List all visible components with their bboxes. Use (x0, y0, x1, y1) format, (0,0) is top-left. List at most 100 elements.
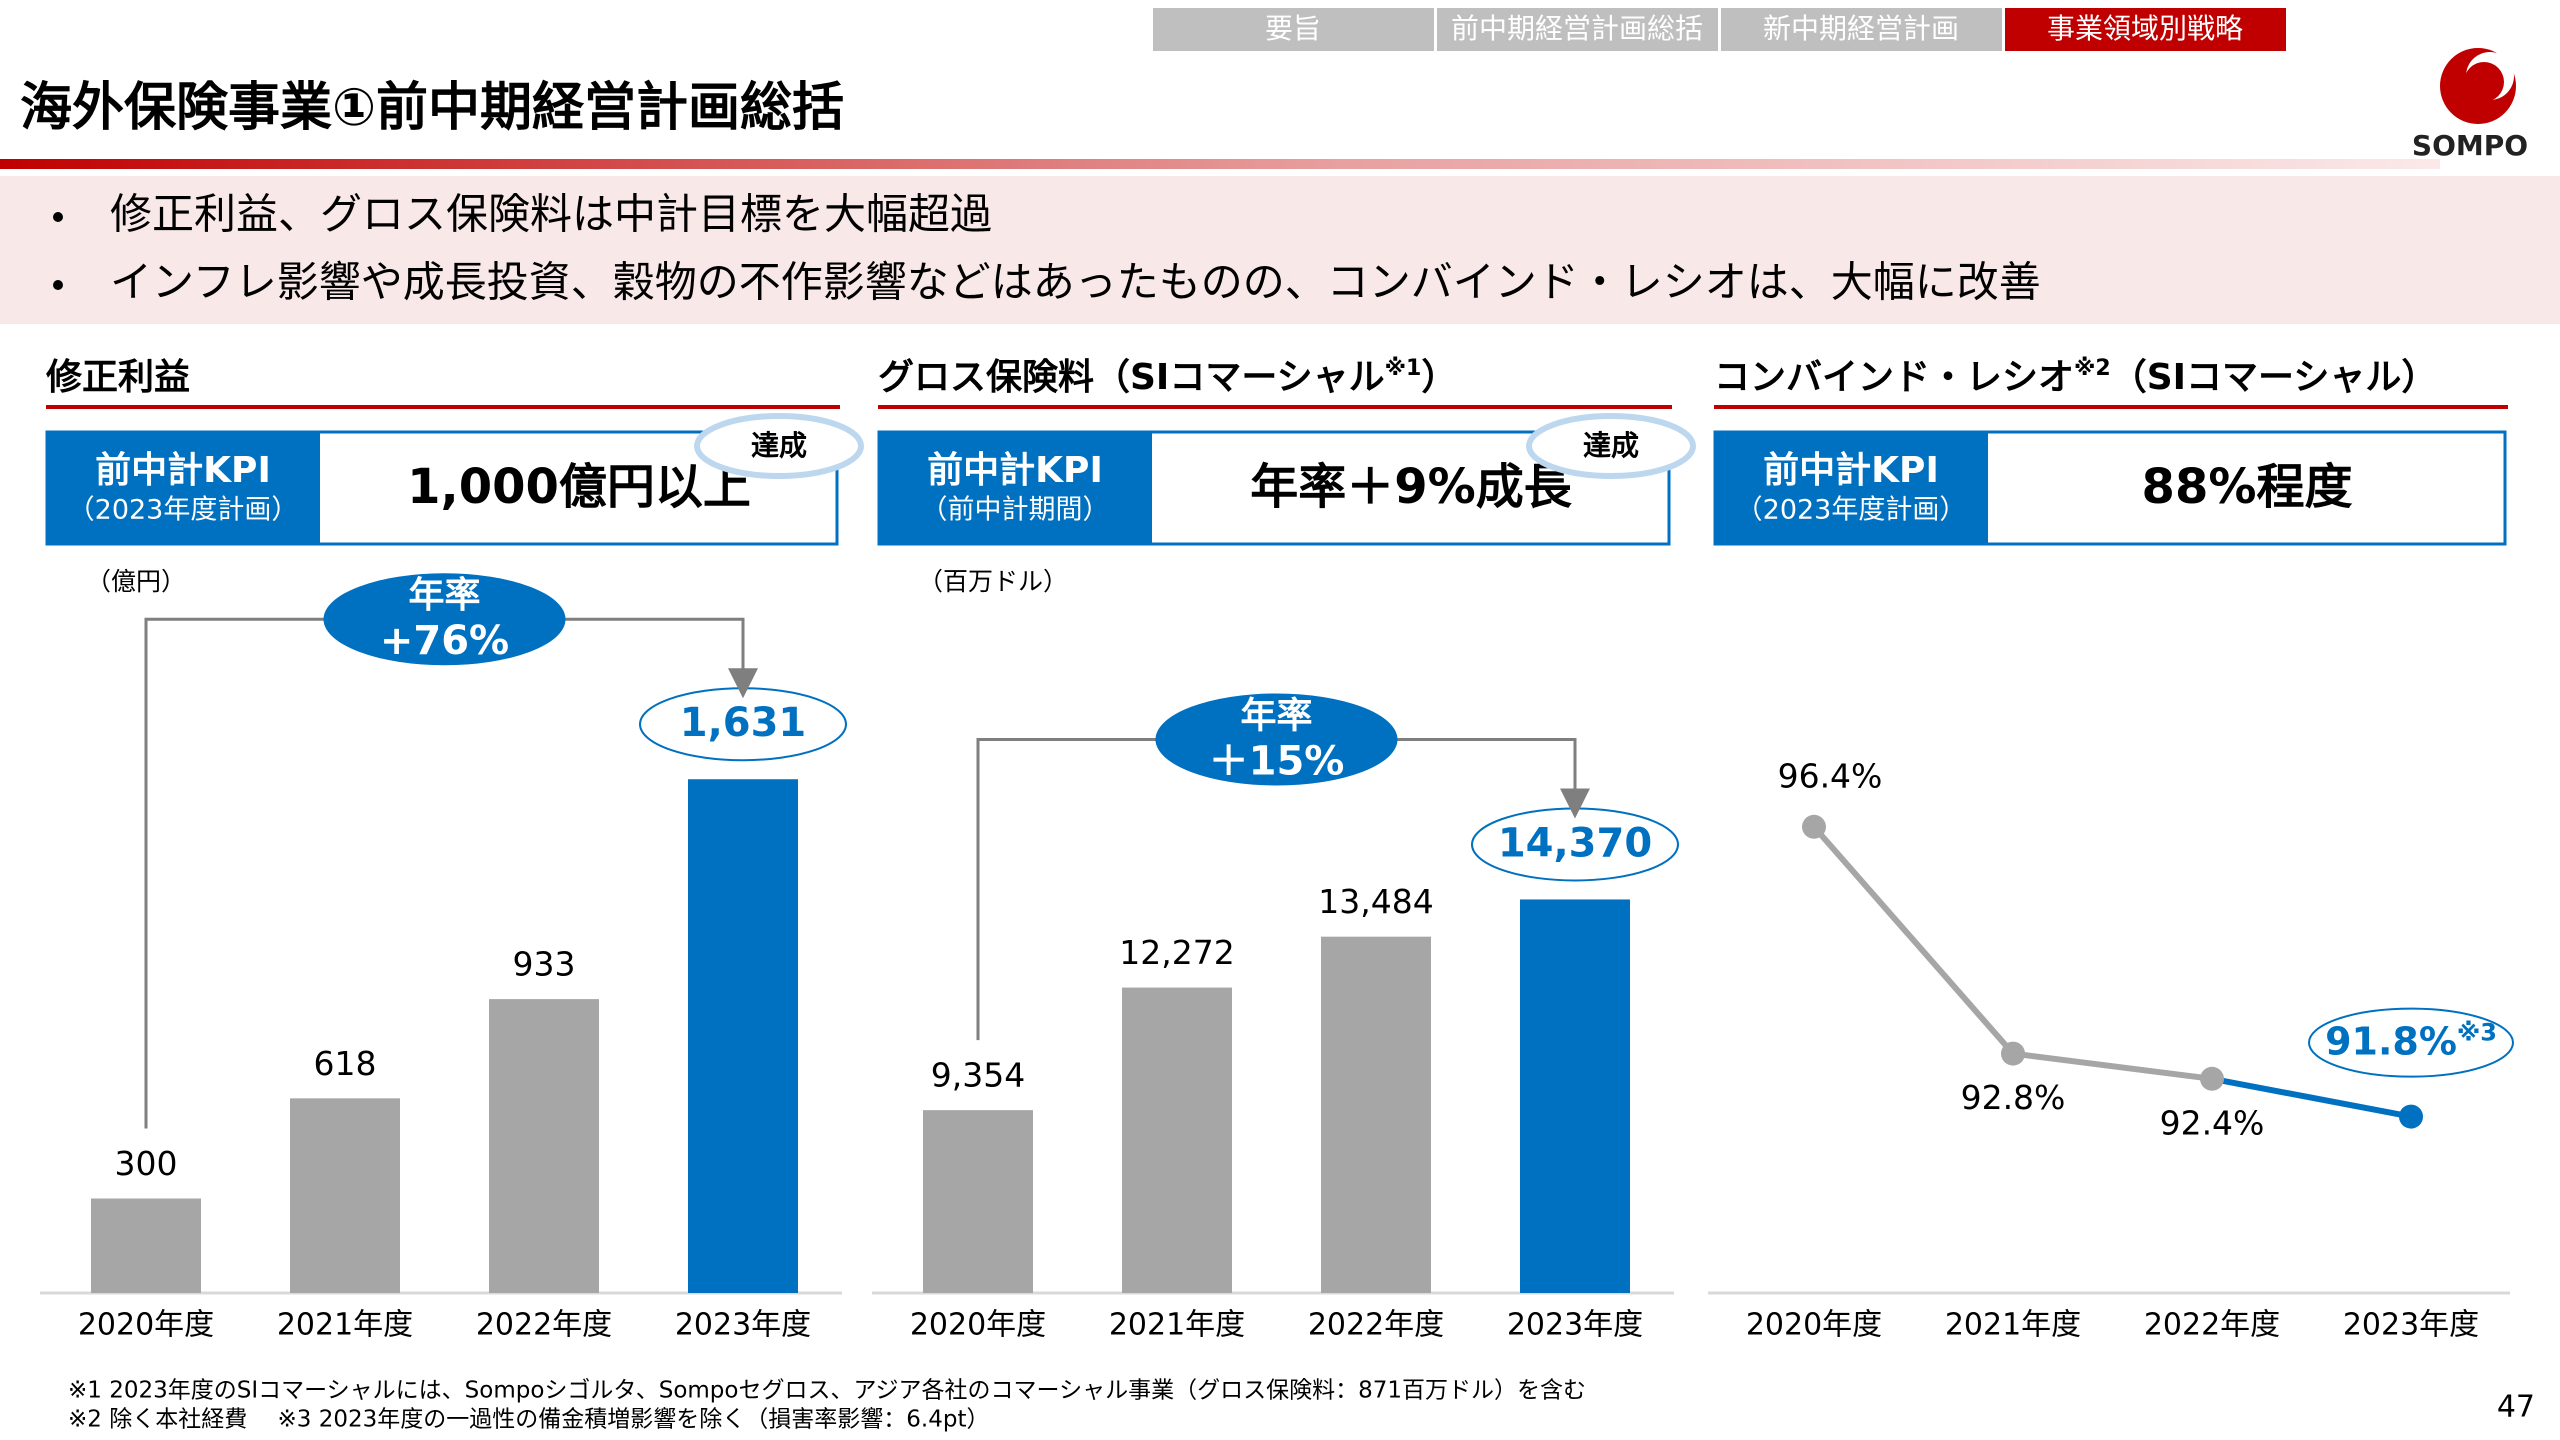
nav-tab (1437, 8, 1718, 51)
value-label: 96.4% (1778, 756, 1883, 795)
chart-panel: コンバインド・レシオ※2（SIコマーシャル） 前中計KPI （2023年度計画） 88… (1708, 356, 2514, 1343)
x-tick-label: 2023年度 (1507, 1308, 1643, 1343)
x-tick-label: 2020年度 (1746, 1308, 1882, 1343)
section-title-suffix: ） (1421, 357, 1457, 398)
footnote: ※1 2023年度のSIコマーシャルには、Sompoシゴルタ、Sompoセグロス… (68, 1378, 1586, 1404)
value-label: 92.4% (2160, 1103, 2265, 1142)
point (2200, 1066, 2224, 1091)
bar (489, 999, 599, 1293)
page-number: 47 (2497, 1390, 2535, 1425)
logo-text: SOMPO (2412, 129, 2528, 162)
value-label: 91.8%※3 (2325, 1019, 2497, 1064)
chart-panel: グロス保険料（SIコマーシャル※1） 前中計KPI （前中計期間） 年率＋9%成長達成… (872, 356, 1696, 1343)
nav-tab (1721, 8, 2002, 51)
bullet-text: 修正利益、グロス保険料は中計目標を大幅超過 (110, 190, 992, 239)
badge (694, 413, 864, 479)
badge-text: 達成 (751, 429, 807, 462)
point (2001, 1041, 2025, 1066)
section-title: コンバインド・レシオ※2（SIコマーシャル） (1714, 356, 2437, 398)
bar (1122, 987, 1232, 1293)
value-badge (2308, 1007, 2514, 1078)
section-title-text: グロス保険料（SIコマーシャル (878, 357, 1385, 398)
kpi-value: 年率＋9%成長 (1250, 459, 1572, 515)
bar (1520, 899, 1630, 1293)
growth-value: +76% (380, 618, 509, 664)
x-tick-label: 2023年度 (2343, 1308, 2479, 1343)
line-gray (1811, 824, 2213, 1082)
kpi-sublabel: （2023年度計画） (1736, 495, 1967, 526)
nav-tab-label: 新中期経営計画 (1763, 12, 1959, 45)
section-rule (878, 405, 1672, 409)
unit-label: （百万ドル） (918, 567, 1068, 596)
bar (688, 779, 798, 1293)
kpi-label: 前中計KPI (1763, 450, 1939, 491)
value-label: 9,354 (931, 1056, 1025, 1095)
x-tick-label: 2020年度 (78, 1308, 214, 1343)
growth-badge (323, 573, 566, 666)
kpi-label-block (878, 431, 1152, 545)
section-title-suffix: （SIコマーシャル） (2111, 357, 2438, 398)
nav-tabs: 要旨 前中期経営計画総括 新中期経営計画 事業領域別戦略 (1153, 8, 2286, 51)
kpi-label-block (1714, 431, 1988, 545)
growth-label: 年率 (1240, 695, 1312, 736)
section-title-note: ※1 (1385, 356, 1422, 381)
kpi-label-block (46, 431, 320, 545)
kpi-sublabel: （前中計期間） (921, 495, 1110, 526)
value-label: 13,484 (1318, 882, 1433, 921)
section-title-text: コンバインド・レシオ (1714, 357, 2074, 398)
x-tick-label: 2022年度 (476, 1308, 612, 1343)
line-highlight (2211, 1075, 2412, 1120)
value-label: 300 (115, 1144, 178, 1183)
value-label: 14,370 (1498, 820, 1652, 866)
x-tick-label: 2021年度 (1109, 1308, 1245, 1343)
kpi-label: 前中計KPI (95, 450, 271, 491)
nav-tab-label: 事業領域別戦略 (2047, 12, 2243, 45)
growth-bracket (144, 617, 758, 1129)
badge (1526, 413, 1696, 479)
value-label: 92.8% (1961, 1078, 2066, 1117)
title-rule (0, 159, 2440, 169)
slide-title: 海外保険事業①前中期経営計画総括 (20, 78, 844, 138)
bullet-text: インフレ影響や成長投資、穀物の不作影響などはあったものの、コンバインド・レシオは… (110, 258, 2041, 307)
bar (91, 1198, 201, 1293)
section-title-note: ※2 (2074, 356, 2111, 381)
section-title-text: 修正利益 (46, 357, 190, 398)
value-label: 618 (314, 1044, 377, 1083)
bullet-dot (53, 280, 63, 290)
growth-badge (1155, 693, 1398, 786)
value-label-text: 91.8% (2325, 1019, 2457, 1063)
x-tick-label: 2021年度 (1945, 1308, 2081, 1343)
x-tick-label: 2020年度 (910, 1308, 1046, 1343)
section-title: グロス保険料（SIコマーシャル※1） (878, 356, 1457, 398)
growth-value: ＋15% (1209, 738, 1345, 784)
kpi-label: 前中計KPI (927, 450, 1103, 491)
x-tick-label: 2022年度 (1308, 1308, 1444, 1343)
logo: SOMPO (2412, 48, 2528, 162)
nav-tab (2005, 8, 2286, 51)
unit-label: （億円） (86, 567, 186, 596)
bar (290, 1098, 400, 1293)
x-tick-label: 2023年度 (675, 1308, 811, 1343)
value-label: 1,631 (680, 700, 807, 746)
value-label: 12,272 (1119, 933, 1234, 972)
badge-text: 達成 (1583, 429, 1639, 462)
kpi-value: 1,000億円以上 (407, 459, 751, 515)
nav-tab (1153, 8, 1434, 51)
point (2399, 1104, 2423, 1129)
section-rule (46, 405, 840, 409)
x-tick-label: 2021年度 (277, 1308, 413, 1343)
footnote: ※2 除く本社経費 ※3 2023年度の一過性の備金積増影響を除く（損害率影響：… (68, 1407, 989, 1433)
nav-tab-label: 前中期経営計画総括 (1451, 12, 1703, 45)
kpi-value: 88%程度 (2142, 459, 2353, 515)
value-label: 933 (513, 945, 576, 984)
bullet-band (0, 176, 2560, 324)
nav-tab-label: 要旨 (1265, 12, 1321, 45)
bullet-dot (53, 212, 63, 222)
point (1802, 814, 1826, 839)
value-note: ※3 (2457, 1019, 2497, 1047)
bar (923, 1110, 1033, 1293)
section-rule (1714, 405, 2508, 409)
x-tick-label: 2022年度 (2144, 1308, 2280, 1343)
